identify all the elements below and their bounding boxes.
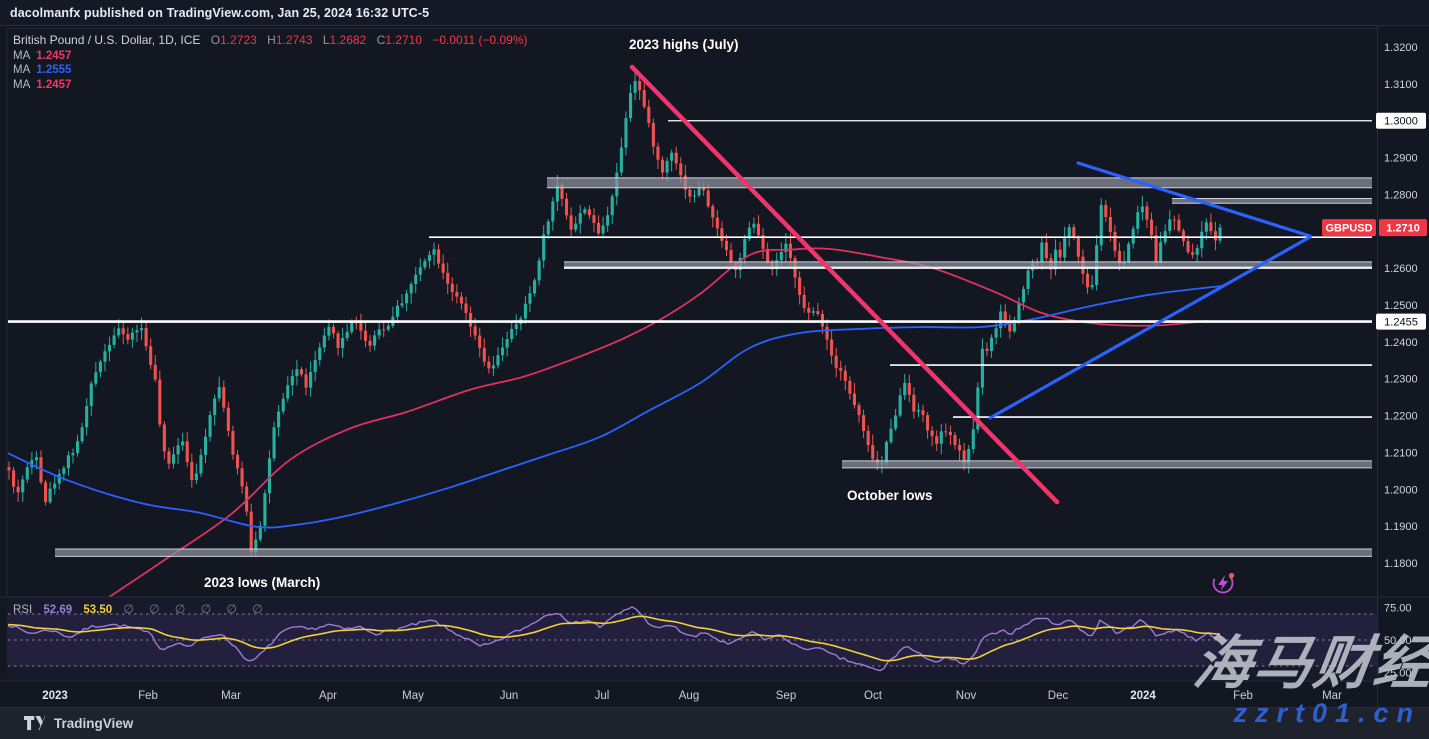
- time-tick-label: Mar: [221, 690, 241, 702]
- wedge-line-blue: [1076, 161, 1312, 238]
- annotation-text: October lows: [847, 488, 933, 503]
- price-tick-label: 1.1800: [1384, 558, 1418, 570]
- price-chart-canvas[interactable]: 2023 highs (July) October lows 2023 lows (…: [0, 26, 1429, 707]
- wedge-line-blue: [988, 235, 1312, 420]
- chip-symbol: GBPUSD: [1325, 223, 1372, 235]
- time-tick-label: Aug: [679, 690, 699, 702]
- time-tick-label: 2024: [1130, 690, 1156, 702]
- price-tick-label: 1.2900: [1384, 153, 1418, 165]
- rsi-scale-label: 75.00: [1384, 603, 1412, 615]
- rsi-legend: RSI 52.69 53.50 ∅ ∅ ∅ ∅ ∅ ∅: [13, 602, 269, 616]
- rsi-pane[interactable]: [7, 598, 1377, 680]
- price-tick-label: 1.3200: [1384, 42, 1418, 54]
- ma-pink-line: [107, 247, 1209, 597]
- price-tick-label: 1.2200: [1384, 411, 1418, 423]
- time-tick-label: Nov: [956, 690, 977, 702]
- support-resistance-lines: [8, 120, 1372, 418]
- boost-lightning-icon[interactable]: [1212, 572, 1235, 594]
- annotation-text: 2023 highs (July): [629, 37, 739, 52]
- price-axis[interactable]: 1.3200 1.3100 1.3000 1.2900 1.2800 1.2600 1.25…: [1322, 42, 1427, 570]
- price-tick-label: 1.2500: [1384, 300, 1418, 312]
- rsi-ma-line: [7, 615, 1221, 662]
- time-tick-label: Feb: [1233, 690, 1253, 702]
- price-tick-label: 1.2100: [1384, 447, 1418, 459]
- price-tick-label: 1.2600: [1384, 263, 1418, 275]
- time-axis[interactable]: 2023 Feb Mar Apr May Jun Jul Aug Sep Oct Nov Dec 202…: [42, 690, 1342, 702]
- watermark-url: zzrt01.cn: [1233, 698, 1421, 728]
- time-tick-label: Jul: [595, 690, 610, 702]
- chip-price: 1.2710: [1386, 223, 1420, 235]
- publisher-text: dacolmanfx published on TradingView.com,…: [10, 5, 430, 20]
- price-tick-label: 1.2300: [1384, 374, 1418, 386]
- rsi-line: [7, 606, 1221, 672]
- time-tick-label: Oct: [864, 690, 883, 702]
- publisher-bar: dacolmanfx published on TradingView.com,…: [0, 0, 1429, 26]
- time-tick-label: Feb: [138, 690, 158, 702]
- main-pane[interactable]: [7, 64, 1372, 600]
- resistance-bands: [55, 177, 1372, 557]
- time-tick-label: Sep: [776, 690, 796, 702]
- chart-area[interactable]: 2023 highs (July) October lows 2023 lows (…: [0, 26, 1429, 707]
- time-tick-label: Mar: [1322, 690, 1342, 702]
- time-tick-label: Jun: [500, 690, 519, 702]
- price-level-label: 1.3000: [1384, 116, 1418, 128]
- price-tick-label: 1.2000: [1384, 484, 1418, 496]
- time-tick-label: 2023: [42, 690, 68, 702]
- time-tick-label: May: [402, 690, 424, 702]
- watermark-cjk: 海马财经: [1189, 629, 1429, 697]
- current-price-chip: GBPUSD 1.2710: [1322, 219, 1427, 237]
- rsi-value: 52.69: [43, 604, 73, 616]
- price-tick-label: 1.1900: [1384, 521, 1418, 533]
- ma-blue-line: [7, 284, 1224, 529]
- price-tick-label: 1.3100: [1384, 79, 1418, 91]
- rsi-empty-plots: ∅ ∅ ∅ ∅ ∅ ∅: [123, 602, 269, 616]
- tradingview-logo-icon[interactable]: [24, 716, 46, 731]
- price-tick-label: 1.2400: [1384, 337, 1418, 349]
- rsi-scale-label: 50.00: [1384, 635, 1412, 647]
- rsi-label: RSI: [13, 604, 33, 616]
- footer-bar: TradingView: [0, 707, 1429, 739]
- time-tick-label: Dec: [1048, 690, 1069, 702]
- price-tick-label: 1.2800: [1384, 189, 1418, 201]
- price-level-label: 1.2455: [1384, 317, 1418, 329]
- tradingview-brand[interactable]: TradingView: [54, 716, 134, 731]
- downtrend-line-pink: [629, 64, 1060, 505]
- rsi-scale-label: 25.00: [1384, 668, 1412, 680]
- time-tick-label: Apr: [319, 690, 337, 702]
- trendlines[interactable]: [629, 64, 1312, 505]
- candles-layer: [7, 73, 1222, 557]
- rsi-ma-value: 53.50: [83, 604, 113, 616]
- annotation-text: 2023 lows (March): [204, 575, 320, 590]
